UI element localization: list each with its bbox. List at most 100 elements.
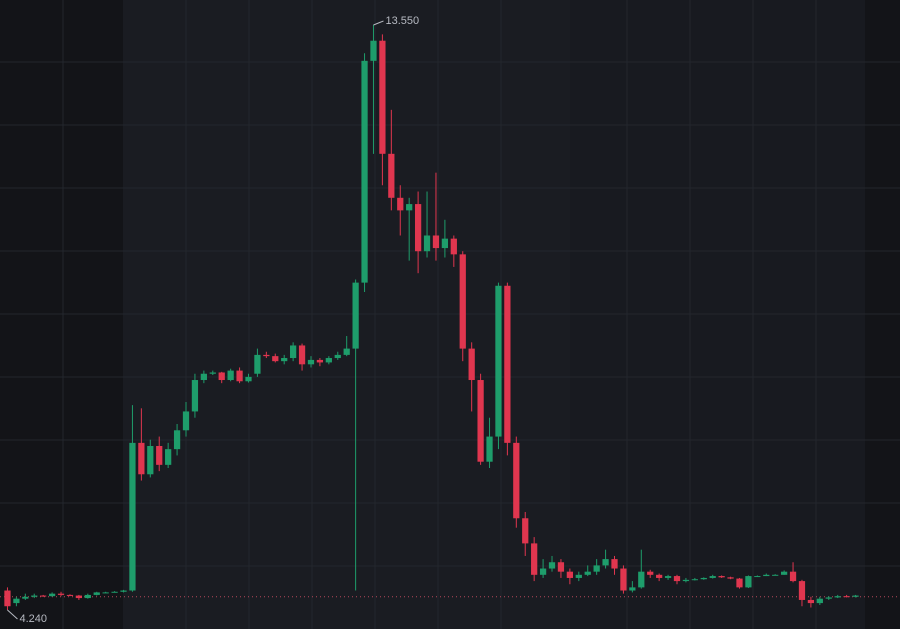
candle-body [834, 596, 841, 598]
candle-body [682, 579, 690, 582]
candle-body [709, 576, 716, 578]
candle-body [798, 581, 806, 600]
candle-body [48, 593, 56, 597]
candle-body [414, 204, 422, 252]
candle-body [370, 40, 377, 61]
candle-body [236, 370, 243, 382]
candle-body [281, 358, 288, 362]
candle-body [486, 436, 493, 462]
candle-body [513, 442, 520, 519]
candle-body [316, 359, 324, 363]
candle-body [13, 598, 20, 604]
candle-body [343, 348, 350, 355]
candle-body [325, 358, 332, 363]
candle-body [120, 590, 127, 592]
candle-body [593, 565, 600, 572]
candle-body [548, 562, 556, 569]
candle-body [584, 571, 591, 575]
candle-body [93, 592, 100, 595]
candle-body [57, 593, 65, 595]
candle-body [531, 543, 538, 575]
candle-body [852, 595, 859, 597]
candle-body [147, 445, 154, 475]
candle-body [334, 354, 341, 359]
candle-body [361, 60, 368, 283]
candle-body [754, 576, 761, 578]
candle-body [816, 598, 823, 604]
candle-body [504, 285, 511, 443]
candle-body [254, 354, 261, 374]
candle-body [745, 576, 752, 588]
candle-body [263, 354, 270, 357]
annotation-leader [373, 20, 384, 26]
candle-body [718, 576, 725, 578]
candle-body [763, 574, 770, 577]
candle-body [772, 574, 779, 576]
candle-body [691, 579, 698, 581]
candle-body [245, 376, 252, 382]
candle-body [441, 238, 449, 249]
annotation-leader [7, 609, 18, 620]
candle-body [397, 197, 404, 211]
candle-body [129, 442, 136, 591]
candle-body [290, 345, 297, 359]
candle-body [620, 568, 627, 591]
candle-body [200, 373, 207, 381]
candle-body [780, 571, 788, 575]
candle-body [647, 571, 654, 575]
candle-body [165, 449, 172, 465]
candle-body [227, 370, 234, 381]
candle-body [40, 595, 47, 597]
candle-body [218, 372, 225, 381]
candle-body [75, 595, 83, 599]
candle-body [191, 380, 199, 412]
candle-body [423, 235, 431, 252]
annotation-label: 13.550 [385, 15, 419, 27]
candle-body [432, 235, 440, 249]
candle-body [272, 356, 279, 362]
candle-body [477, 380, 484, 462]
candle-body [638, 571, 645, 588]
candle-body [602, 559, 609, 566]
candle-body [789, 571, 797, 582]
candle-body [629, 587, 636, 591]
candle-body [111, 591, 118, 593]
candle-body [736, 578, 743, 588]
candle-body [156, 445, 163, 465]
candle-body [307, 359, 315, 365]
candle-body [825, 597, 832, 599]
candle-body [352, 282, 359, 349]
candle-body [495, 285, 502, 437]
candle-body [102, 592, 109, 594]
candle-body [656, 574, 663, 578]
candle-body [459, 254, 466, 349]
candle-body [298, 345, 306, 365]
candle-body [673, 576, 681, 582]
candle-body [539, 568, 547, 575]
candle-body [173, 430, 181, 450]
candle-body [700, 577, 707, 580]
candle-body [727, 577, 734, 579]
candle-body [468, 348, 475, 381]
candle-body [664, 576, 672, 578]
candle-body [522, 518, 529, 544]
annotation-label: 4.240 [19, 613, 47, 625]
candle-body [182, 411, 190, 431]
candle-body [450, 238, 457, 255]
candle-body [566, 571, 573, 578]
candle-body [406, 204, 413, 211]
candle-body [843, 596, 850, 598]
candle-body [31, 595, 38, 597]
candle-body [557, 562, 565, 572]
candle-body [575, 574, 582, 578]
candle-body [388, 153, 395, 198]
candle-body [611, 559, 618, 569]
candle-body [379, 40, 386, 154]
candle-body [84, 594, 91, 599]
candle-body [209, 372, 216, 374]
candle-body [807, 599, 815, 604]
candle-body [22, 596, 29, 599]
candle-body [4, 590, 11, 607]
candle-body [66, 594, 74, 596]
